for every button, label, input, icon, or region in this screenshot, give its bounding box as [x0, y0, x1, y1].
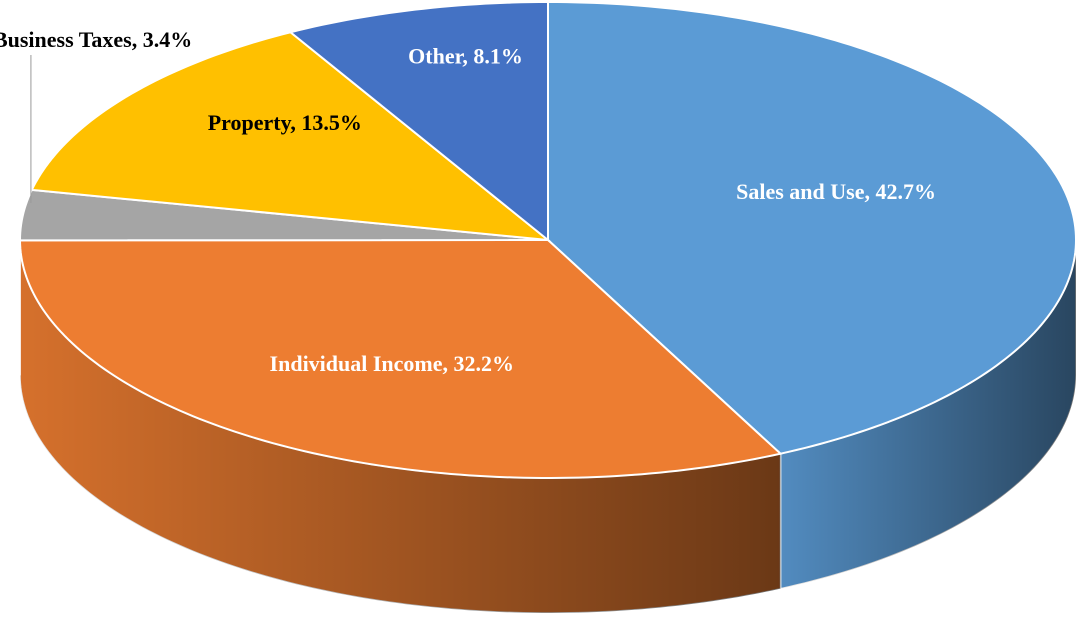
slice-side-shade — [780, 240, 1076, 589]
data-label: Business Taxes, 3.4% — [0, 27, 192, 52]
data-label: Other, 8.1% — [408, 44, 523, 69]
slice — [18, 238, 783, 479]
slice — [547, 0, 1076, 455]
data-label: Sales and Use, 42.7% — [736, 179, 936, 204]
slice-side-shade — [20, 240, 781, 613]
data-label: Individual Income, 32.2% — [270, 351, 515, 376]
slice — [30, 31, 552, 242]
slice — [288, 0, 549, 243]
data-label: Property, 13.5% — [208, 110, 362, 135]
